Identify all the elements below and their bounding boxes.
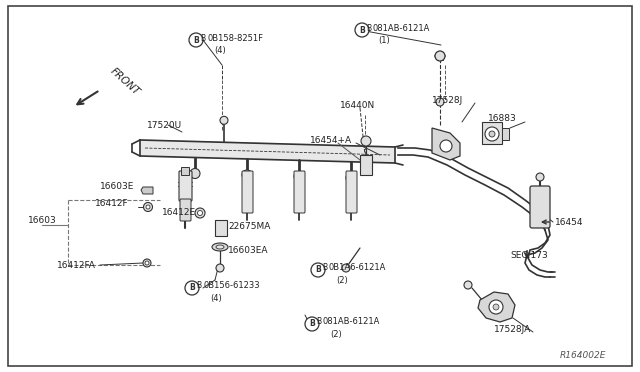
Circle shape <box>355 23 369 37</box>
Bar <box>482 122 502 144</box>
Text: 16603EA: 16603EA <box>228 246 269 254</box>
Circle shape <box>489 131 495 137</box>
Circle shape <box>536 173 544 181</box>
Text: (1): (1) <box>378 35 390 45</box>
Text: 22675MA: 22675MA <box>228 221 270 231</box>
Circle shape <box>195 208 205 218</box>
Text: B: B <box>196 282 201 291</box>
Circle shape <box>220 116 228 124</box>
Text: 16883: 16883 <box>488 113 516 122</box>
Circle shape <box>146 205 150 209</box>
Polygon shape <box>478 292 515 322</box>
Text: (2): (2) <box>336 276 348 285</box>
Circle shape <box>440 140 452 152</box>
Text: 17520U: 17520U <box>147 121 182 129</box>
Circle shape <box>145 261 149 265</box>
Text: 16440N: 16440N <box>340 100 375 109</box>
Text: B: B <box>193 35 199 45</box>
FancyBboxPatch shape <box>179 171 192 201</box>
Circle shape <box>242 170 252 180</box>
Circle shape <box>305 317 319 331</box>
Circle shape <box>190 169 200 179</box>
Circle shape <box>346 173 356 183</box>
Text: B: B <box>309 320 315 328</box>
Circle shape <box>143 259 151 267</box>
Circle shape <box>342 264 350 272</box>
Text: 17528JA: 17528JA <box>494 326 531 334</box>
Circle shape <box>493 304 499 310</box>
Bar <box>360 155 372 175</box>
Bar <box>181 167 189 175</box>
Text: (2): (2) <box>330 330 342 339</box>
Circle shape <box>485 127 499 141</box>
Circle shape <box>311 263 325 277</box>
Text: 16412F: 16412F <box>95 199 129 208</box>
Text: (4): (4) <box>214 45 226 55</box>
FancyBboxPatch shape <box>530 186 550 228</box>
Text: B: B <box>316 317 321 327</box>
Text: R164002E: R164002E <box>560 350 607 359</box>
Text: 0B158-8251F: 0B158-8251F <box>207 33 263 42</box>
Text: B: B <box>200 33 205 42</box>
Circle shape <box>489 300 503 314</box>
Text: B: B <box>359 26 365 35</box>
Text: 16412FA: 16412FA <box>57 260 96 269</box>
Circle shape <box>361 136 371 146</box>
Circle shape <box>464 281 472 289</box>
FancyBboxPatch shape <box>242 171 253 213</box>
Circle shape <box>435 51 445 61</box>
Text: 0B1A6-6121A: 0B1A6-6121A <box>329 263 387 273</box>
Polygon shape <box>140 140 395 163</box>
Bar <box>502 128 509 140</box>
Text: 16454+A: 16454+A <box>310 135 352 144</box>
Circle shape <box>198 211 202 215</box>
Text: 17528J: 17528J <box>432 96 463 105</box>
Circle shape <box>436 98 444 106</box>
Circle shape <box>216 264 224 272</box>
Text: 16412E: 16412E <box>162 208 196 217</box>
Text: 16603: 16603 <box>28 215 57 224</box>
Text: 081AB-6121A: 081AB-6121A <box>373 23 430 32</box>
FancyBboxPatch shape <box>346 171 357 213</box>
FancyBboxPatch shape <box>180 199 191 221</box>
Text: B: B <box>189 283 195 292</box>
Text: 0B156-61233: 0B156-61233 <box>203 282 260 291</box>
Circle shape <box>185 281 199 295</box>
Ellipse shape <box>216 245 224 249</box>
Text: 16454: 16454 <box>555 218 584 227</box>
Circle shape <box>143 202 152 212</box>
Text: FRONT: FRONT <box>108 67 141 97</box>
Text: SEC.173: SEC.173 <box>510 250 548 260</box>
Circle shape <box>294 171 304 182</box>
Text: B: B <box>322 263 327 273</box>
FancyBboxPatch shape <box>294 171 305 213</box>
Text: (4): (4) <box>210 294 221 302</box>
Circle shape <box>189 33 203 47</box>
Bar <box>215 220 227 236</box>
Polygon shape <box>141 187 153 194</box>
Text: B: B <box>366 23 371 32</box>
Ellipse shape <box>212 243 228 251</box>
Text: 16603E: 16603E <box>100 182 134 190</box>
Polygon shape <box>432 128 460 160</box>
Text: 081AB-6121A: 081AB-6121A <box>323 317 380 327</box>
Text: B: B <box>315 266 321 275</box>
